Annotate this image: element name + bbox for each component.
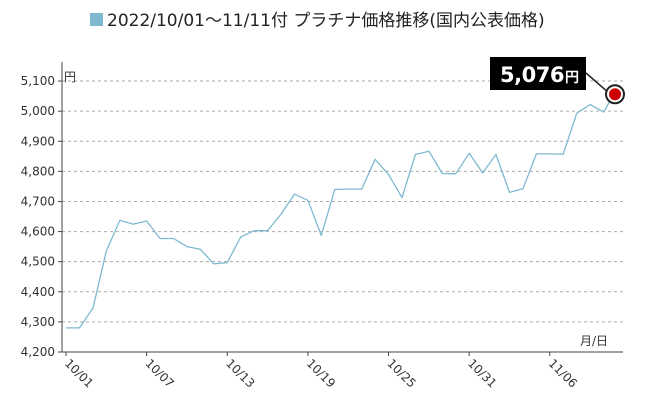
latest-price-callout: 5,076円 xyxy=(490,57,608,92)
chart-gridlines xyxy=(62,80,623,323)
chart-title: 2022/10/01〜11/11付 プラチナ価格推移(国内公表価格) xyxy=(107,11,545,31)
legend-swatch xyxy=(90,13,103,26)
callout-unit: 円 xyxy=(565,70,579,86)
y-tick-label: 4,300 xyxy=(21,315,55,329)
x-tick-label: 10/13 xyxy=(223,356,257,390)
y-tick-label: 4,500 xyxy=(21,255,55,269)
x-tick-label: 10/31 xyxy=(465,356,499,390)
x-tick-label: 10/01 xyxy=(62,356,96,390)
y-tick-label: 4,800 xyxy=(21,164,55,178)
y-tick-label: 5,000 xyxy=(21,104,55,118)
latest-point-marker xyxy=(609,88,621,101)
y-tick-label: 4,700 xyxy=(21,194,55,208)
x-axis-ticks: 10/01 10/07 10/13 10/19 10/25 10/31 11/06 xyxy=(62,352,580,391)
x-tick-label: 10/07 xyxy=(143,356,177,390)
y-tick-label: 5,100 xyxy=(21,74,55,88)
callout-value-text: 5,076円 xyxy=(500,63,579,87)
callout-value: 5,076 xyxy=(500,63,564,87)
x-axis-unit-label: 月/日 xyxy=(580,334,608,348)
x-tick-label: 10/19 xyxy=(304,356,338,390)
y-axis-ticks: 4,200 4,300 4,400 4,500 4,600 4,700 4,800 4,900… xyxy=(21,74,62,359)
y-tick-label: 4,400 xyxy=(21,285,55,299)
callout-background xyxy=(490,57,586,90)
x-tick-label: 11/06 xyxy=(546,356,580,390)
y-axis-unit-label: 円 xyxy=(64,70,76,84)
y-tick-label: 4,200 xyxy=(21,345,55,359)
chart-legend: 2022/10/01〜11/11付 プラチナ価格推移(国内公表価格) xyxy=(90,11,545,31)
chart-axes xyxy=(61,62,623,353)
series-line xyxy=(66,87,618,329)
x-tick-label: 10/25 xyxy=(384,356,418,390)
y-tick-label: 4,600 xyxy=(21,225,55,239)
callout-leader-line xyxy=(585,72,608,92)
y-tick-label: 4,900 xyxy=(21,134,55,148)
chart-series xyxy=(66,84,625,329)
